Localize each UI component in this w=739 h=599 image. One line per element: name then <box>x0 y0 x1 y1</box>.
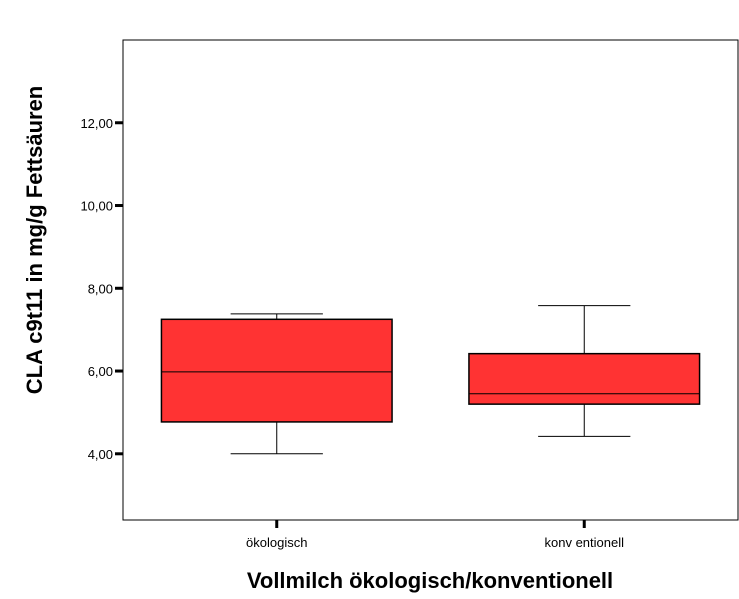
y-axis-ticks: 4,00 6,00 8,00 10,00 12,00 <box>80 116 123 462</box>
x-tick-label: ökologisch <box>246 535 307 550</box>
box-1 <box>160 313 393 455</box>
y-tick-label: 12,00 <box>80 116 113 131</box>
box-2 <box>468 305 701 437</box>
x-axis-ticks: ökologisch konv entionell <box>246 520 624 550</box>
y-tick-label: 4,00 <box>88 447 113 462</box>
x-tick-label: konv entionell <box>545 535 625 550</box>
plot-frame <box>122 39 739 521</box>
y-tick-label: 8,00 <box>88 281 113 296</box>
iqr-box <box>160 318 393 423</box>
boxes-group <box>160 305 701 455</box>
x-axis-title: Vollmilch ökologisch/konventionell <box>247 568 613 593</box>
y-tick-label: 6,00 <box>88 364 113 379</box>
y-axis-title: CLA c9t11 in mg/g Fettsäuren <box>22 86 47 394</box>
iqr-box <box>468 352 701 405</box>
y-tick-label: 10,00 <box>80 199 113 214</box>
